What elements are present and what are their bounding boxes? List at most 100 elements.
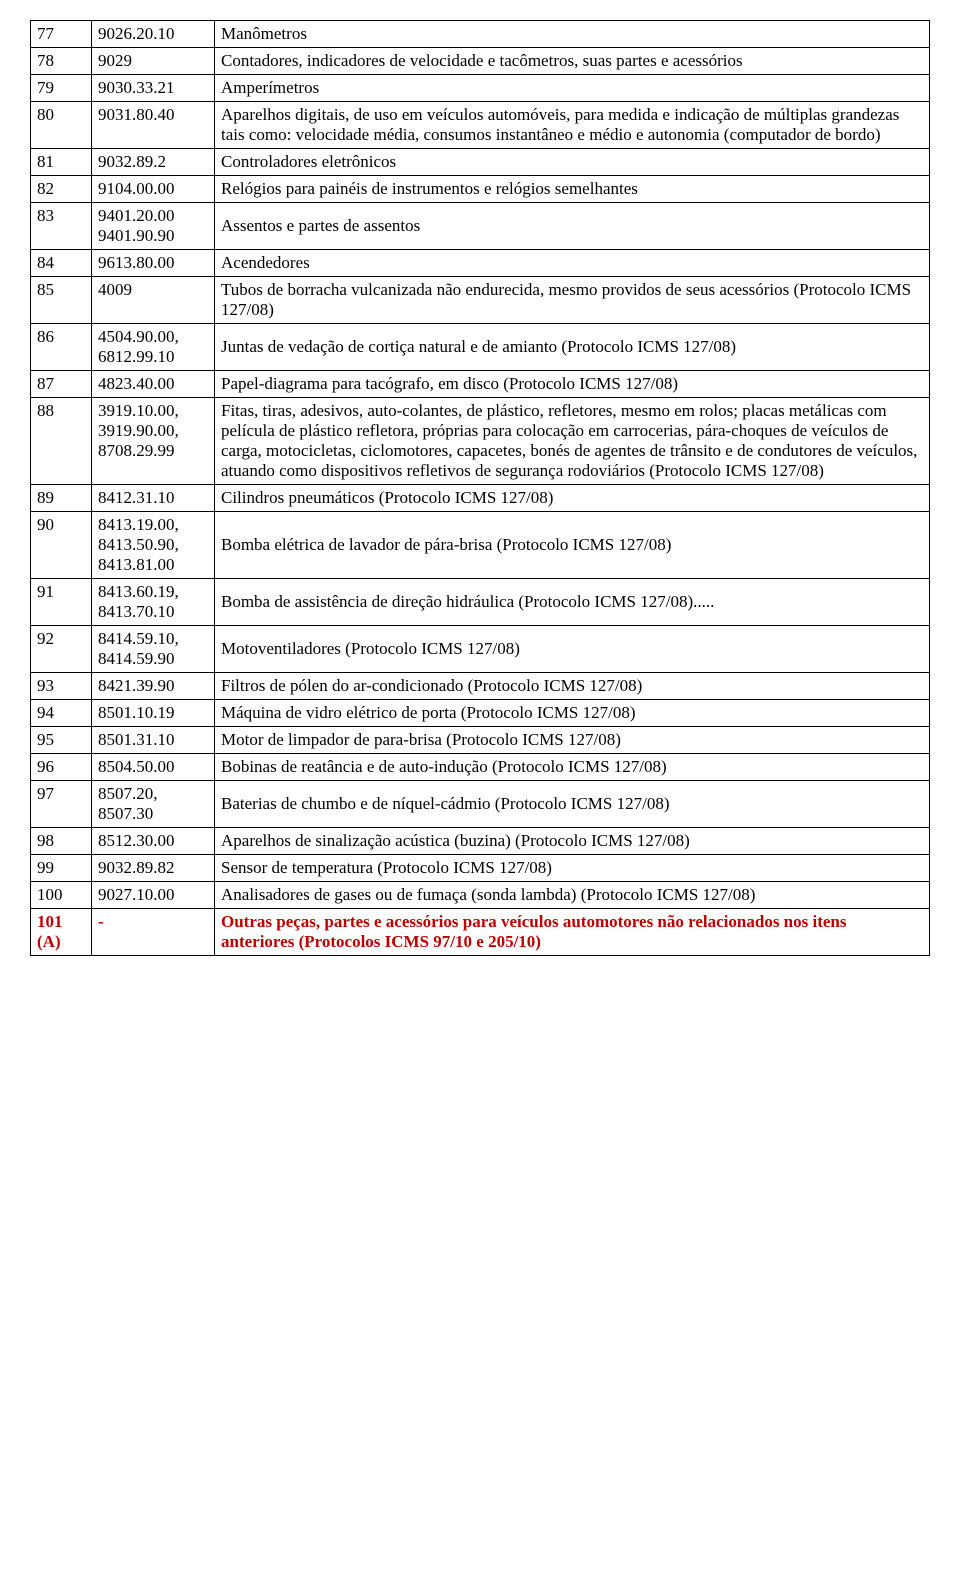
code-cell: 9613.80.00 bbox=[92, 250, 215, 277]
table-row: 864504.90.00, 6812.99.10Juntas de vedaçã… bbox=[31, 324, 930, 371]
code-cell: 4009 bbox=[92, 277, 215, 324]
table-row: 829104.00.00Relógios para painéis de ins… bbox=[31, 176, 930, 203]
item-cell: 80 bbox=[31, 102, 92, 149]
item-cell: 81 bbox=[31, 149, 92, 176]
table-row: 101 (A) -Outras peças, partes e acessóri… bbox=[31, 909, 930, 956]
description-cell: Analisadores de gases ou de fumaça (sond… bbox=[215, 882, 930, 909]
table-row: 1009027.10.00Analisadores de gases ou de… bbox=[31, 882, 930, 909]
table-row: 789029Contadores, indicadores de velocid… bbox=[31, 48, 930, 75]
code-cell: 8504.50.00 bbox=[92, 754, 215, 781]
code-cell: 8413.60.19, 8413.70.10 bbox=[92, 579, 215, 626]
code-cell: 8512.30.00 bbox=[92, 828, 215, 855]
code-cell: 8501.31.10 bbox=[92, 727, 215, 754]
item-cell: 85 bbox=[31, 277, 92, 324]
code-cell: 8414.59.10, 8414.59.90 bbox=[92, 626, 215, 673]
table-row: 809031.80.40Aparelhos digitais, de uso e… bbox=[31, 102, 930, 149]
item-cell: 77 bbox=[31, 21, 92, 48]
description-cell: Bomba elétrica de lavador de pára-brisa … bbox=[215, 512, 930, 579]
table-row: 999032.89.82Sensor de temperatura (Proto… bbox=[31, 855, 930, 882]
item-cell: 100 bbox=[31, 882, 92, 909]
item-cell: 97 bbox=[31, 781, 92, 828]
code-cell: 9401.20.00 9401.90.90 bbox=[92, 203, 215, 250]
code-cell: 8421.39.90 bbox=[92, 673, 215, 700]
item-cell: 79 bbox=[31, 75, 92, 102]
description-cell: Controladores eletrônicos bbox=[215, 149, 930, 176]
table-row: 874823.40.00 Papel-diagrama para tacógra… bbox=[31, 371, 930, 398]
code-cell: 9032.89.2 bbox=[92, 149, 215, 176]
description-cell: Baterias de chumbo e de níquel-cádmio (P… bbox=[215, 781, 930, 828]
item-cell: 101 (A) bbox=[31, 909, 92, 956]
code-cell: 4823.40.00 bbox=[92, 371, 215, 398]
item-cell: 82 bbox=[31, 176, 92, 203]
item-cell: 99 bbox=[31, 855, 92, 882]
table-row: 948501.10.19Máquina de vidro elétrico de… bbox=[31, 700, 930, 727]
description-cell: Aparelhos de sinalização acústica (buzin… bbox=[215, 828, 930, 855]
table-row: 938421.39.90Filtros de pólen do ar-condi… bbox=[31, 673, 930, 700]
code-cell: 9030.33.21 bbox=[92, 75, 215, 102]
item-cell: 89 bbox=[31, 485, 92, 512]
table-row: 89 8412.31.10Cilindros pneumáticos (Prot… bbox=[31, 485, 930, 512]
item-cell: 78 bbox=[31, 48, 92, 75]
table-row: 918413.60.19, 8413.70.10Bomba de assistê… bbox=[31, 579, 930, 626]
item-cell: 92 bbox=[31, 626, 92, 673]
item-cell: 83 bbox=[31, 203, 92, 250]
code-cell: 8507.20, 8507.30 bbox=[92, 781, 215, 828]
table-row: 968504.50.00Bobinas de reatância e de au… bbox=[31, 754, 930, 781]
item-cell: 91 bbox=[31, 579, 92, 626]
description-cell: Fitas, tiras, adesivos, auto-colantes, d… bbox=[215, 398, 930, 485]
description-cell: Juntas de vedação de cortiça natural e d… bbox=[215, 324, 930, 371]
code-cell: 4504.90.00, 6812.99.10 bbox=[92, 324, 215, 371]
table-row: 849613.80.00Acendedores bbox=[31, 250, 930, 277]
code-cell: 3919.10.00, 3919.90.00, 8708.29.99 bbox=[92, 398, 215, 485]
item-cell: 96 bbox=[31, 754, 92, 781]
description-cell: Bomba de assistência de direção hidráuli… bbox=[215, 579, 930, 626]
description-cell: Filtros de pólen do ar-condicionado (Pro… bbox=[215, 673, 930, 700]
table-row: 839401.20.00 9401.90.90Assentos e partes… bbox=[31, 203, 930, 250]
code-cell: 9031.80.40 bbox=[92, 102, 215, 149]
codes-table: 779026.20.10Manômetros789029Contadores, … bbox=[30, 20, 930, 956]
item-cell: 94 bbox=[31, 700, 92, 727]
code-cell: - bbox=[92, 909, 215, 956]
description-cell: Contadores, indicadores de velocidade e … bbox=[215, 48, 930, 75]
item-cell: 86 bbox=[31, 324, 92, 371]
table-body: 779026.20.10Manômetros789029Contadores, … bbox=[31, 21, 930, 956]
table-row: 819032.89.2Controladores eletrônicos bbox=[31, 149, 930, 176]
description-cell: Outras peças, partes e acessórios para v… bbox=[215, 909, 930, 956]
description-cell: Cilindros pneumáticos (Protocolo ICMS 12… bbox=[215, 485, 930, 512]
table-row: 799030.33.21Amperímetros bbox=[31, 75, 930, 102]
table-row: 98 8512.30.00Aparelhos de sinalização ac… bbox=[31, 828, 930, 855]
table-row: 908413.19.00, 8413.50.90, 8413.81.00Bomb… bbox=[31, 512, 930, 579]
description-cell: Papel-diagrama para tacógrafo, em disco … bbox=[215, 371, 930, 398]
description-cell: Tubos de borracha vulcanizada não endure… bbox=[215, 277, 930, 324]
code-cell: 9027.10.00 bbox=[92, 882, 215, 909]
description-cell: Acendedores bbox=[215, 250, 930, 277]
code-cell: 9032.89.82 bbox=[92, 855, 215, 882]
description-cell: Motor de limpador de para-brisa (Protoco… bbox=[215, 727, 930, 754]
item-cell: 90 bbox=[31, 512, 92, 579]
description-cell: Motoventiladores (Protocolo ICMS 127/08) bbox=[215, 626, 930, 673]
code-cell: 8413.19.00, 8413.50.90, 8413.81.00 bbox=[92, 512, 215, 579]
code-cell: 9104.00.00 bbox=[92, 176, 215, 203]
description-cell: Relógios para painéis de instrumentos e … bbox=[215, 176, 930, 203]
code-cell: 9029 bbox=[92, 48, 215, 75]
table-row: 883919.10.00, 3919.90.00, 8708.29.99Fita… bbox=[31, 398, 930, 485]
code-cell: 9026.20.10 bbox=[92, 21, 215, 48]
description-cell: Sensor de temperatura (Protocolo ICMS 12… bbox=[215, 855, 930, 882]
description-cell: Manômetros bbox=[215, 21, 930, 48]
item-cell: 88 bbox=[31, 398, 92, 485]
table-row: 978507.20, 8507.30Baterias de chumbo e d… bbox=[31, 781, 930, 828]
description-cell: Amperímetros bbox=[215, 75, 930, 102]
code-cell: 8501.10.19 bbox=[92, 700, 215, 727]
item-cell: 95 bbox=[31, 727, 92, 754]
description-cell: Máquina de vidro elétrico de porta (Prot… bbox=[215, 700, 930, 727]
code-cell: 8412.31.10 bbox=[92, 485, 215, 512]
table-row: 854009Tubos de borracha vulcanizada não … bbox=[31, 277, 930, 324]
table-row: 928414.59.10, 8414.59.90Motoventiladores… bbox=[31, 626, 930, 673]
table-row: 779026.20.10Manômetros bbox=[31, 21, 930, 48]
item-cell: 84 bbox=[31, 250, 92, 277]
item-cell: 98 bbox=[31, 828, 92, 855]
item-cell: 87 bbox=[31, 371, 92, 398]
description-cell: Bobinas de reatância e de auto-indução (… bbox=[215, 754, 930, 781]
table-row: 958501.31.10Motor de limpador de para-br… bbox=[31, 727, 930, 754]
item-cell: 93 bbox=[31, 673, 92, 700]
